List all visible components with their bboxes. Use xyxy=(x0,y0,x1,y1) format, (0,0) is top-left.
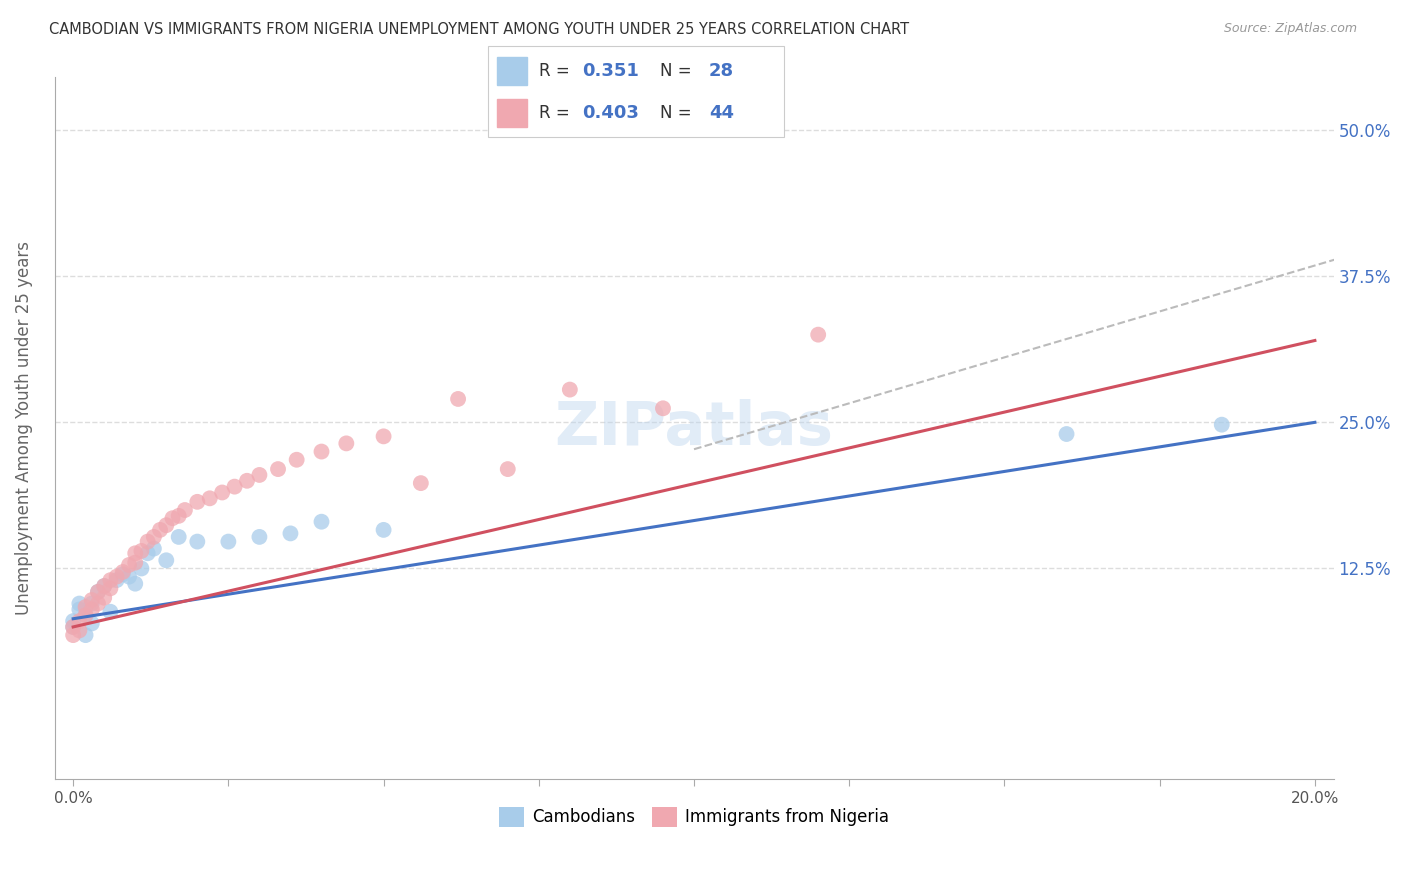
Point xyxy=(100,605,122,619)
Point xyxy=(174,503,197,517)
Point xyxy=(111,567,134,582)
Point xyxy=(1211,417,1233,432)
Point xyxy=(93,579,115,593)
Point xyxy=(105,569,128,583)
Y-axis label: Unemployment Among Youth under 25 years: Unemployment Among Youth under 25 years xyxy=(15,241,32,615)
Point xyxy=(67,602,90,616)
Point xyxy=(62,620,84,634)
Point xyxy=(111,565,134,579)
Point xyxy=(136,534,159,549)
Point xyxy=(80,593,103,607)
Point xyxy=(87,597,110,611)
Point xyxy=(373,429,395,443)
Point xyxy=(62,614,84,628)
Point xyxy=(105,573,128,587)
Point xyxy=(236,474,259,488)
Point xyxy=(131,544,153,558)
FancyBboxPatch shape xyxy=(488,45,785,137)
Point xyxy=(249,530,271,544)
Point xyxy=(186,495,208,509)
Point xyxy=(75,600,97,615)
Point xyxy=(311,444,333,458)
Text: N =: N = xyxy=(661,62,697,79)
Point xyxy=(807,327,830,342)
Point xyxy=(217,534,239,549)
Point xyxy=(1056,427,1078,442)
Point xyxy=(100,573,122,587)
Point xyxy=(67,614,90,628)
Point xyxy=(409,476,432,491)
Text: 44: 44 xyxy=(709,104,734,122)
Point xyxy=(149,523,172,537)
Point xyxy=(118,558,141,572)
Point xyxy=(75,608,97,623)
Point xyxy=(93,591,115,605)
Point xyxy=(93,579,115,593)
Legend: Cambodians, Immigrants from Nigeria: Cambodians, Immigrants from Nigeria xyxy=(492,800,896,834)
Point xyxy=(124,556,146,570)
Point xyxy=(136,546,159,560)
Point xyxy=(62,620,84,634)
Point xyxy=(80,597,103,611)
Point xyxy=(249,467,271,482)
Point xyxy=(280,526,302,541)
Point xyxy=(285,452,308,467)
Point xyxy=(211,485,233,500)
Point xyxy=(67,597,90,611)
Text: ZIPatlas: ZIPatlas xyxy=(554,399,834,458)
Point xyxy=(186,534,208,549)
Text: Source: ZipAtlas.com: Source: ZipAtlas.com xyxy=(1223,22,1357,36)
Text: 0.403: 0.403 xyxy=(582,104,638,122)
Point xyxy=(62,628,84,642)
Point xyxy=(124,546,146,560)
Bar xyxy=(498,57,527,85)
Point xyxy=(198,491,221,506)
Point xyxy=(373,523,395,537)
Point xyxy=(142,530,165,544)
Point xyxy=(75,608,97,623)
Point xyxy=(335,436,357,450)
Text: R =: R = xyxy=(540,104,575,122)
Point xyxy=(80,616,103,631)
Point xyxy=(100,582,122,596)
Point xyxy=(87,585,110,599)
Point xyxy=(267,462,290,476)
Point xyxy=(167,530,190,544)
Point xyxy=(87,585,110,599)
Point xyxy=(558,383,581,397)
Text: N =: N = xyxy=(661,104,697,122)
Point xyxy=(80,602,103,616)
Point xyxy=(155,553,177,567)
Point xyxy=(118,569,141,583)
Point xyxy=(224,480,246,494)
Text: 28: 28 xyxy=(709,62,734,79)
Point xyxy=(75,628,97,642)
Text: CAMBODIAN VS IMMIGRANTS FROM NIGERIA UNEMPLOYMENT AMONG YOUTH UNDER 25 YEARS COR: CAMBODIAN VS IMMIGRANTS FROM NIGERIA UNE… xyxy=(49,22,910,37)
Point xyxy=(447,392,470,406)
Text: 0.351: 0.351 xyxy=(582,62,638,79)
Point xyxy=(162,511,184,525)
Point xyxy=(124,576,146,591)
Point xyxy=(131,561,153,575)
Point xyxy=(155,518,177,533)
Point xyxy=(142,541,165,556)
Point xyxy=(67,624,90,638)
Point xyxy=(652,401,675,416)
Point xyxy=(311,515,333,529)
Bar xyxy=(498,99,527,127)
Point xyxy=(167,508,190,523)
Text: R =: R = xyxy=(540,62,575,79)
Point xyxy=(496,462,519,476)
